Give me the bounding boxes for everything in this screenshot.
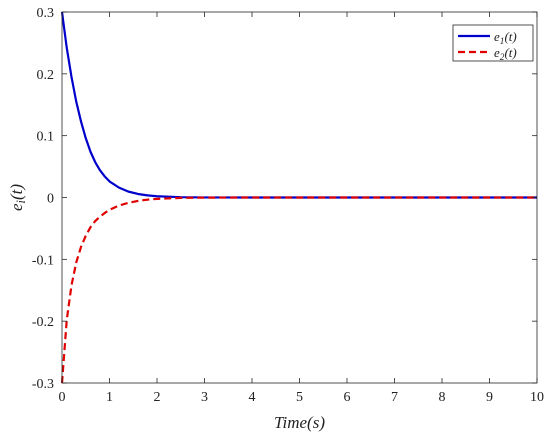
x-axis-label: Time(s)	[274, 413, 325, 432]
y-tick-label: 0.1	[37, 130, 55, 145]
chart-axes	[61, 11, 538, 384]
x-tick-label: 9	[486, 390, 493, 405]
y-tick-label: 0.2	[37, 68, 55, 83]
chart-labels: 0 1 2 3 4 5 6 7 8 9 10 -0.3 -0.2 -0.1 0 0.1 0.2 0.3 Time(s…	[7, 6, 544, 432]
series-line-e2	[60, 196, 537, 384]
x-tick-label: 6	[344, 390, 351, 405]
x-tick-label: 2	[154, 390, 161, 405]
x-tick-label: 3	[201, 390, 208, 405]
y-axis-label: ei(t)	[7, 184, 28, 211]
legend-label-e2: e2(t)	[494, 45, 517, 63]
y-tick-label: -0.2	[32, 315, 54, 330]
y-tick-label: -0.1	[32, 253, 54, 268]
legend-box	[452, 24, 534, 62]
y-tick-label: 0	[47, 192, 54, 207]
x-tick-label: 8	[439, 390, 446, 405]
x-tick-label: 7	[391, 390, 398, 405]
legend-label-e1: e1(t)	[494, 29, 517, 47]
x-tick-label: 5	[296, 390, 303, 405]
y-tick-label: -0.3	[32, 377, 54, 392]
x-tick-label: 0	[59, 390, 66, 405]
chart-marks	[60, 11, 537, 384]
x-tick-label: 1	[106, 390, 113, 405]
x-tick-label: 4	[249, 390, 256, 405]
x-tick-label: 10	[530, 390, 544, 405]
y-tick-label: 0.3	[37, 6, 55, 21]
chart-legend: e1(t)e2(t)	[452, 24, 534, 63]
